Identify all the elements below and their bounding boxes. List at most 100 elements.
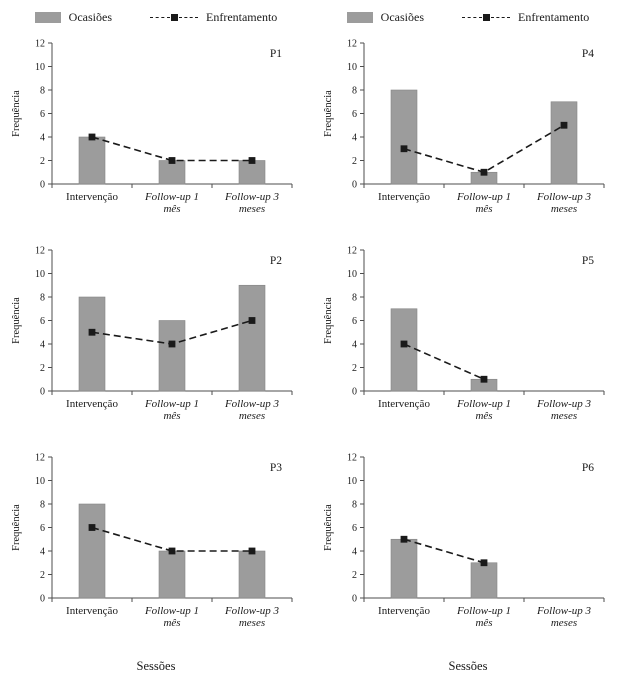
legend-left: Ocasiões Enfrentamento xyxy=(0,10,312,25)
line-marker xyxy=(88,133,96,141)
panel-title: P3 xyxy=(270,462,282,474)
y-tick-label: 6 xyxy=(40,109,45,120)
y-tick-label: 8 xyxy=(352,86,357,97)
x-category-label: Intervenção xyxy=(66,605,118,617)
bar xyxy=(238,160,266,185)
line-marker xyxy=(480,375,488,383)
line-marker xyxy=(88,524,96,531)
x-category-label: Follow-up 3 xyxy=(224,605,280,617)
y-axis-title: Frequência xyxy=(323,297,334,344)
charts-grid: 0 2 4 6 8 10 12 Intervenção Follow-up 1 mês Follow… xyxy=(0,30,624,651)
legend-bar-swatch xyxy=(346,11,373,23)
line-marker xyxy=(400,145,408,153)
line-marker xyxy=(88,328,96,336)
line-marker xyxy=(168,157,176,164)
x-category-label: Follow-up 1 xyxy=(456,398,511,410)
x-axis-title-right: Sessões xyxy=(448,658,488,673)
y-tick-label: 10 xyxy=(35,269,45,280)
line-series xyxy=(403,124,565,174)
y-tick-label: 2 xyxy=(352,570,357,581)
bar xyxy=(238,550,266,599)
y-tick-label: 4 xyxy=(352,547,357,558)
x-category-label: mês xyxy=(475,203,492,215)
x-category-label: Intervenção xyxy=(378,398,430,410)
legend-square-marker-icon xyxy=(170,13,178,21)
y-tick-label: 0 xyxy=(352,387,357,398)
bar xyxy=(78,136,106,185)
panel-title: P6 xyxy=(582,462,594,474)
bar xyxy=(158,160,186,185)
y-tick-label: 4 xyxy=(352,133,357,144)
y-tick-label: 6 xyxy=(40,523,45,534)
x-category-label: Follow-up 1 xyxy=(456,605,511,617)
legend-line-swatch xyxy=(150,12,198,23)
legend-bar-label: Ocasiões xyxy=(68,9,112,24)
y-tick-label: 6 xyxy=(352,109,357,120)
chart-panel-p4: 0 2 4 6 8 10 12 Intervenção Follow-up 1 mês Follow… xyxy=(312,30,624,237)
y-tick-label: 12 xyxy=(35,453,45,464)
x-category-label: Follow-up 1 xyxy=(456,191,511,203)
y-tick-label: 2 xyxy=(352,363,357,374)
y-tick-label: 6 xyxy=(352,523,357,534)
legend-line-label: Enfrentamento xyxy=(518,9,590,24)
y-tick-label: 2 xyxy=(40,363,45,374)
legend-right: Ocasiões Enfrentamento xyxy=(312,10,624,25)
bar xyxy=(238,284,266,392)
y-axis-title: Frequência xyxy=(11,504,22,551)
y-tick-label: 8 xyxy=(40,500,45,511)
line-marker xyxy=(480,559,488,567)
line-marker xyxy=(168,547,176,555)
x-category-label: Intervenção xyxy=(378,191,430,203)
x-axis-title-left: Sessões xyxy=(136,658,176,673)
y-tick-label: 10 xyxy=(347,269,357,280)
panel-title: P2 xyxy=(270,255,282,267)
legend-row: Ocasiões Enfrentamento Ocasiões Enfrenta… xyxy=(0,4,624,30)
y-tick-label: 12 xyxy=(347,39,357,50)
y-tick-label: 4 xyxy=(352,340,357,351)
x-category-label: mês xyxy=(475,410,492,422)
chart-panel-p5: 0 2 4 6 8 10 12 Intervenção Follow-up 1 mês Follow… xyxy=(312,237,624,444)
x-category-label: Intervenção xyxy=(378,605,430,617)
x-category-label: Follow-up 1 xyxy=(144,398,199,410)
line-marker xyxy=(400,340,408,348)
x-category-label: Follow-up 3 xyxy=(224,191,280,203)
line-marker xyxy=(168,340,176,348)
y-tick-label: 6 xyxy=(40,316,45,327)
y-tick-label: 4 xyxy=(40,133,45,144)
y-tick-label: 10 xyxy=(347,62,357,73)
x-category-label: Follow-up 1 xyxy=(144,191,199,203)
footer-row: Sessões Sessões xyxy=(0,651,624,681)
y-tick-label: 4 xyxy=(40,340,45,351)
legend-line-label: Enfrentamento xyxy=(206,9,278,24)
panel-title: P1 xyxy=(270,48,282,60)
x-category-label: meses xyxy=(239,617,265,629)
line-marker xyxy=(248,547,256,555)
y-tick-label: 0 xyxy=(352,180,357,191)
x-category-label: Follow-up 3 xyxy=(536,605,592,617)
line-marker xyxy=(560,121,568,129)
y-tick-label: 6 xyxy=(352,316,357,327)
y-tick-label: 12 xyxy=(347,453,357,464)
x-category-label: meses xyxy=(239,203,265,215)
y-tick-label: 12 xyxy=(35,246,45,257)
y-axis-title: Frequência xyxy=(11,297,22,344)
line-marker xyxy=(248,157,256,164)
y-tick-label: 8 xyxy=(352,293,357,304)
y-tick-label: 8 xyxy=(40,293,45,304)
bar xyxy=(158,320,186,392)
legend-square-marker-icon xyxy=(482,13,490,21)
y-tick-label: 0 xyxy=(40,594,45,605)
x-category-label: meses xyxy=(551,203,577,215)
line-marker xyxy=(248,317,256,324)
x-category-label: mês xyxy=(163,617,180,629)
y-tick-label: 10 xyxy=(347,476,357,487)
legend-bar-swatch xyxy=(34,11,61,23)
y-tick-label: 4 xyxy=(40,547,45,558)
y-axis-title: Frequência xyxy=(323,90,334,137)
y-tick-label: 0 xyxy=(40,387,45,398)
chart-panel-p2: 0 2 4 6 8 10 12 Intervenção Follow-up 1 mês Follow… xyxy=(0,237,312,444)
